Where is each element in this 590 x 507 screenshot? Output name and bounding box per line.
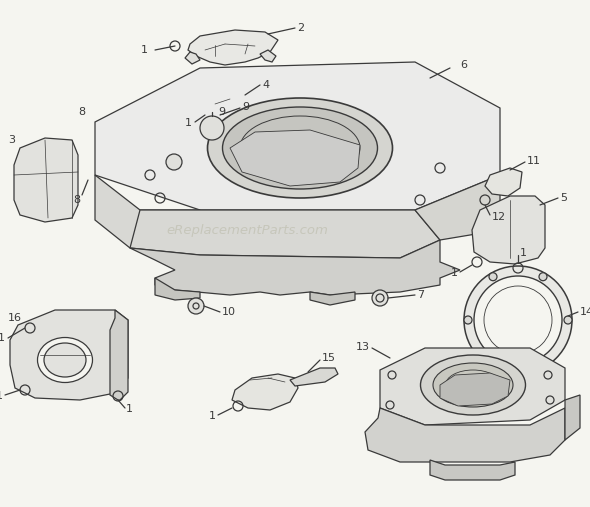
Polygon shape [365,408,565,462]
Text: 5: 5 [560,193,567,203]
Text: eReplacementParts.com: eReplacementParts.com [167,224,329,237]
Circle shape [372,290,388,306]
Ellipse shape [208,98,392,198]
Circle shape [464,316,472,324]
Polygon shape [310,292,355,305]
Polygon shape [430,460,515,480]
Ellipse shape [421,355,526,415]
Text: 8: 8 [73,195,80,205]
Polygon shape [380,348,565,425]
Ellipse shape [38,338,93,382]
Polygon shape [188,30,278,65]
Ellipse shape [44,343,86,377]
Text: 3: 3 [8,135,15,145]
Circle shape [200,116,224,140]
Text: 11: 11 [527,156,541,166]
Circle shape [539,273,547,281]
Polygon shape [230,130,360,186]
Text: 1: 1 [520,248,527,258]
Polygon shape [485,168,522,196]
Text: 1: 1 [141,45,148,55]
Text: 13: 13 [356,342,370,352]
Text: 4: 4 [262,80,269,90]
Circle shape [489,359,497,367]
Text: 1: 1 [209,411,216,421]
Text: 15: 15 [322,353,336,363]
Polygon shape [95,175,200,255]
Circle shape [217,99,227,109]
Ellipse shape [474,276,562,364]
Circle shape [166,154,182,170]
Text: 1: 1 [0,333,5,343]
Circle shape [564,316,572,324]
Ellipse shape [222,107,378,189]
Polygon shape [565,395,580,440]
Polygon shape [472,196,545,264]
Polygon shape [155,278,200,300]
Text: 12: 12 [492,212,506,222]
Text: 14: 14 [580,307,590,317]
Polygon shape [130,240,460,295]
Text: 7: 7 [417,290,424,300]
Polygon shape [415,175,500,240]
Text: 6: 6 [460,60,467,70]
Polygon shape [232,374,298,410]
Polygon shape [95,62,500,210]
Polygon shape [290,368,338,386]
Polygon shape [14,138,78,222]
Polygon shape [130,210,440,258]
Text: 8: 8 [78,107,85,117]
Text: 1: 1 [185,118,192,128]
Text: 9: 9 [242,102,249,112]
Text: 1: 1 [0,391,3,401]
Text: 1: 1 [451,268,458,278]
Polygon shape [210,92,248,114]
Text: 9: 9 [218,107,225,117]
Text: 10: 10 [222,307,236,317]
Polygon shape [10,310,128,400]
Text: 16: 16 [8,313,22,323]
Text: 1: 1 [126,404,133,414]
Circle shape [188,298,204,314]
Polygon shape [110,310,128,400]
Ellipse shape [433,363,513,407]
Polygon shape [260,50,276,62]
Circle shape [539,359,547,367]
Circle shape [489,273,497,281]
Polygon shape [440,373,510,406]
Polygon shape [185,52,200,64]
Text: 2: 2 [297,23,304,33]
Ellipse shape [464,266,572,374]
